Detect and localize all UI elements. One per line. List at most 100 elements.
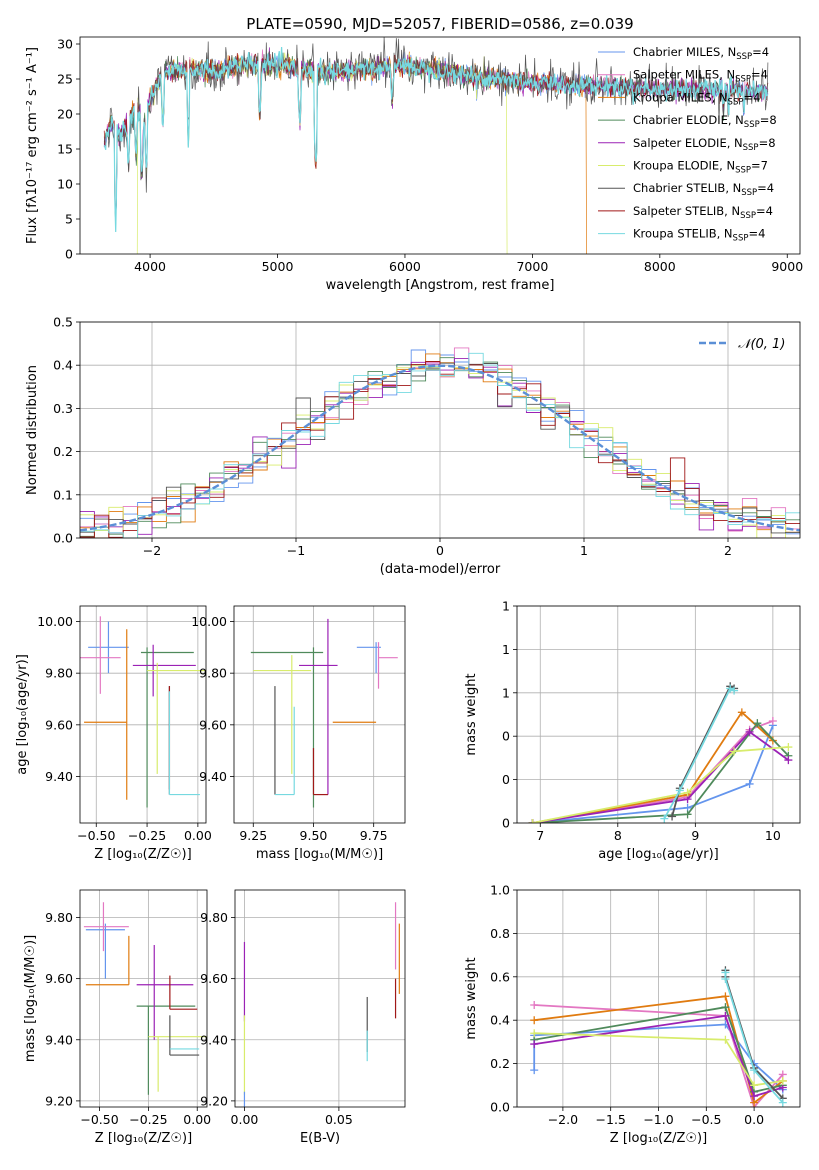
mass-weight-vs-age-panel: 7 8 9 10 0 0 0 1 1 1 age [log₁₀(age/yr)] mass weigh… [464, 599, 801, 862]
mass-vs-EBV-panel: 0.00 0.05 9.20 9.40 9.60 9.80 E(B-V) [200, 889, 406, 1146]
series-kroupa_miles [532, 710, 774, 823]
x-tick-label: 0.05 [325, 1112, 353, 1127]
x-tick-label: 0.0 [744, 1112, 764, 1127]
y-tick-label: 1 [502, 685, 510, 700]
series-kroupa_elodie [532, 746, 789, 823]
x-tick-label: 0.00 [184, 828, 212, 843]
y-tick-label: 0.0 [490, 1100, 510, 1115]
y-tick-label: 9.80 [45, 910, 73, 925]
series-chabrier_miles [532, 725, 774, 823]
x-tick-label: 5000 [262, 259, 294, 274]
x-tick-label: −0.5 [691, 1112, 721, 1127]
marker-chabrier_miles [530, 1066, 539, 1075]
marker-kroupa_miles [721, 992, 730, 1001]
x-axis-label: wavelength [Angstrom, rest frame] [326, 278, 555, 293]
y-tick-label: 0.0 [53, 531, 73, 546]
legend-entry: Chabrier STELIB, NSSP=4 [633, 181, 774, 198]
y-tick-label: 0.3 [53, 401, 73, 416]
legend-entry: Kroupa MILES, NSSP=4 [633, 90, 760, 107]
y-tick-label: 9.80 [200, 910, 228, 925]
x-tick-label: −1.5 [596, 1112, 626, 1127]
axes-frame [79, 36, 801, 255]
x-tick-label: 10 [765, 828, 781, 843]
y-tick-label: 9.60 [45, 717, 73, 732]
x-axis-label: age [log₁₀(age/yr)] [598, 847, 719, 862]
marker-kroupa_elodie [530, 1029, 539, 1038]
axes-frame [79, 605, 207, 824]
y-tick-label: 0.1 [53, 487, 73, 502]
marker-kroupa_elodie [730, 747, 739, 756]
x-tick-label: 7 [536, 828, 544, 843]
legend-entry: Kroupa STELIB, NSSP=4 [633, 227, 765, 244]
marker-salpeter_miles [530, 1001, 539, 1010]
x-tick-label: −1.0 [643, 1112, 673, 1127]
x-tick-label: 1 [580, 543, 588, 558]
marker-salpeter_elodie [745, 727, 754, 736]
axes-frame [79, 889, 208, 1108]
x-tick-label: −1 [287, 543, 305, 558]
plot-area [530, 966, 787, 1107]
y-tick-label: 9.60 [199, 717, 227, 732]
marker-chabrier_stelib [668, 812, 677, 821]
axes-frame [234, 889, 406, 1108]
series-chabrier_elodie [532, 721, 790, 823]
y-tick-label: 0.5 [53, 315, 73, 330]
x-tick-label: 0 [436, 543, 444, 558]
x-axis-label: Z [log₁₀(Z/Z☉)] [95, 1131, 192, 1146]
spectrum-title: PLATE=0590, MJD=52057, FIBERID=0586, z=0… [246, 15, 633, 33]
x-tick-label: 8 [614, 828, 622, 843]
y-tick-label: 9.80 [45, 666, 73, 681]
series-salpeter_miles [532, 720, 774, 823]
x-tick-label: 8000 [644, 259, 676, 274]
marker-kroupa_elodie [778, 1076, 787, 1085]
y-tick-label: 10.00 [37, 614, 73, 629]
y-tick-label: 25 [57, 72, 73, 87]
y-tick-label: 9.40 [45, 769, 73, 784]
y-tick-label: 10 [57, 177, 73, 192]
plot-area [528, 682, 793, 823]
marker-salpeter_elodie [530, 1040, 539, 1049]
x-tick-label: 0.00 [183, 1112, 211, 1127]
x-tick-label: −2.0 [548, 1112, 578, 1127]
marker-kroupa_stelib [750, 1066, 759, 1075]
x-tick-label: −0.50 [80, 1112, 118, 1127]
x-axis-label: E(B-V) [300, 1131, 340, 1146]
y-axis-label: mass [log₁₀(M/M☉)] [23, 935, 38, 1062]
marker-kroupa_elodie [750, 1081, 759, 1090]
mass-vs-Z-panel: −0.50 −0.25 0.00 9.20 9.40 9.60 9.80 Z [log₁₀(Z… [23, 889, 211, 1146]
legend-entry: Chabrier MILES, NSSP=4 [633, 45, 769, 62]
x-tick-label: 0.00 [231, 1112, 259, 1127]
x-tick-label: 9 [691, 828, 699, 843]
marker-chabrier_elodie [721, 1003, 730, 1012]
legend-entry: Salpeter ELODIE, NSSP=8 [633, 136, 776, 153]
histogram-kroupa_stelib [80, 352, 800, 538]
x-tick-label: −0.25 [128, 828, 166, 843]
y-tick-label: 0.2 [53, 444, 73, 459]
y-tick-label: 10.00 [191, 614, 227, 629]
x-tick-label: 6000 [389, 259, 421, 274]
y-tick-label: 9.60 [200, 971, 228, 986]
x-tick-label: −0.25 [129, 1112, 167, 1127]
marker-kroupa_stelib [675, 786, 684, 795]
x-tick-label: 2 [724, 543, 732, 558]
marker-kroupa_miles [737, 708, 746, 717]
mass-weight-vs-Z-panel: −2.0 −1.5 −1.0 −0.5 0.0 0.0 0.2 0.4 0.6 0.8 1.0 Z [… [464, 883, 801, 1146]
series-salpeter_elodie [532, 730, 789, 823]
marker-kroupa_elodie [721, 1035, 730, 1044]
y-axis-label: mass weight [464, 957, 479, 1039]
y-tick-label: 9.80 [199, 666, 227, 681]
y-tick-label: 20 [57, 107, 73, 122]
marker-kroupa_elodie [784, 743, 793, 752]
y-tick-label: 30 [57, 37, 73, 52]
marker-chabrier_miles [745, 779, 754, 788]
age-vs-Z-panel: −0.50 −0.25 0.00 9.40 9.60 9.80 10.00 Z [log₁₀(… [15, 605, 212, 862]
marker-salpeter_elodie [784, 756, 793, 765]
plot-area [83, 902, 207, 1095]
x-axis-label: (data-model)/error [380, 562, 501, 577]
x-tick-label: 9.25 [239, 828, 267, 843]
legend-entry: Salpeter MILES, NSSP=4 [633, 68, 768, 85]
y-tick-label: 0 [502, 772, 510, 787]
x-tick-label: −0.50 [77, 828, 115, 843]
series-chabrier_stelib [671, 685, 735, 817]
